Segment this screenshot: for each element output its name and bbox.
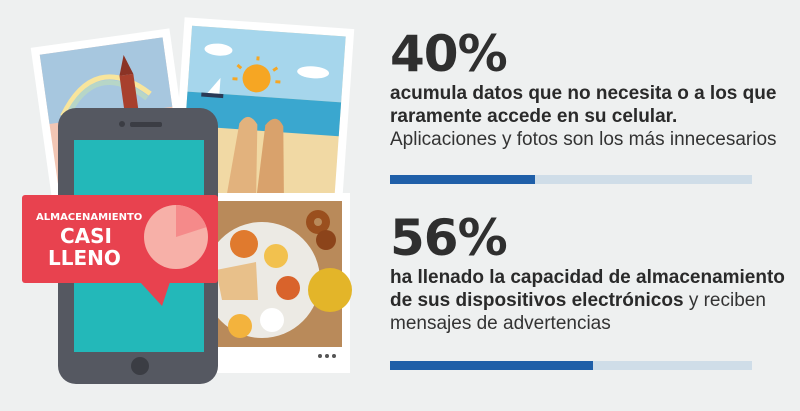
stat-40-bar-fill [390,175,535,184]
food-photo [200,193,352,373]
stat-regular-text: Aplicaciones y fotos son los más inneces… [390,129,777,150]
stat-40-bar [390,175,752,184]
storage-alert-bubble: ALMACENAMIENTO CASI LLENO [22,195,218,306]
stat-bold-text: ha llenado la capacidad de almacenamient… [390,267,785,311]
stat-56: 56% ha llenado la capacidad de almacenam… [390,212,790,335]
alert-line3: LLENO [48,246,121,270]
stat-description: ha llenado la capacidad de almacenamient… [390,266,790,335]
stat-regular-text: y reciben mensajes de advertencias [390,290,766,334]
stat-description: acumula datos que no necesita o a los qu… [390,82,790,151]
stat-bold-text: acumula datos que no necesita o a los qu… [390,83,777,127]
stat-percent: 40% [390,25,508,83]
storage-full-illustration: ALMACENAMIENTO CASI LLENO [22,17,355,384]
stat-56-bar [390,361,752,370]
beach-photo [171,17,355,219]
alert-line1: ALMACENAMIENTO [36,212,142,223]
stat-56-bar-fill [390,361,593,370]
storage-used-wedge [176,205,207,237]
stat-40: 40% acumula datos que no necesita o a lo… [390,28,790,151]
alert-line2: CASI [60,224,112,248]
stat-percent: 56% [390,209,508,267]
